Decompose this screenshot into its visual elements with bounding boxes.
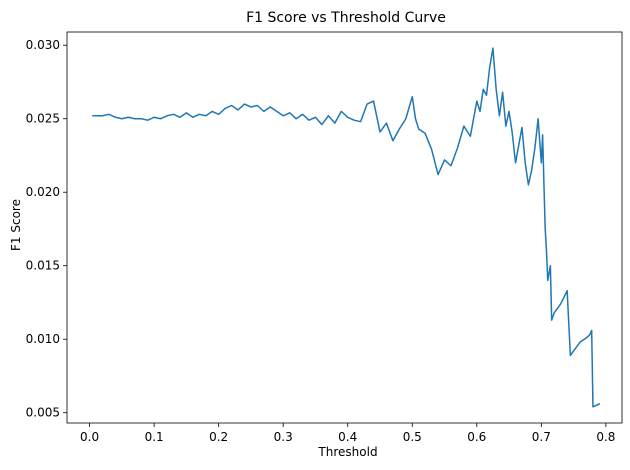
- x-axis-title: Threshold: [317, 445, 377, 459]
- x-tick-label: 0.1: [145, 430, 164, 444]
- plot-area: [66, 31, 623, 424]
- y-axis: 0.005 0.010 0.015 0.020 0.025 0.030: [26, 38, 67, 420]
- x-tick-label: 0.8: [596, 430, 615, 444]
- chart-title: F1 Score vs Threshold Curve: [246, 10, 446, 26]
- x-tick-label: 0.4: [338, 430, 357, 444]
- y-tick-label: 0.025: [26, 112, 60, 126]
- x-tick-label: 0.3: [274, 430, 293, 444]
- y-tick-label: 0.020: [26, 185, 60, 199]
- y-tick-label: 0.015: [26, 259, 60, 273]
- y-axis-title: F1 Score: [9, 199, 23, 251]
- x-tick-label: 0.5: [403, 430, 422, 444]
- x-axis: 0.0 0.1 0.2 0.3 0.4 0.5 0.6 0.7 0.8: [80, 423, 615, 444]
- x-tick-label: 0.7: [532, 430, 551, 444]
- y-tick-label: 0.030: [26, 38, 60, 52]
- x-tick-label: 0.0: [80, 430, 99, 444]
- plot-frame: [66, 31, 623, 424]
- y-tick-label: 0.005: [26, 406, 60, 420]
- x-tick-label: 0.2: [209, 430, 228, 444]
- x-tick-label: 0.6: [467, 430, 486, 444]
- y-tick-label: 0.010: [26, 332, 60, 346]
- series-line-0: [92, 47, 601, 408]
